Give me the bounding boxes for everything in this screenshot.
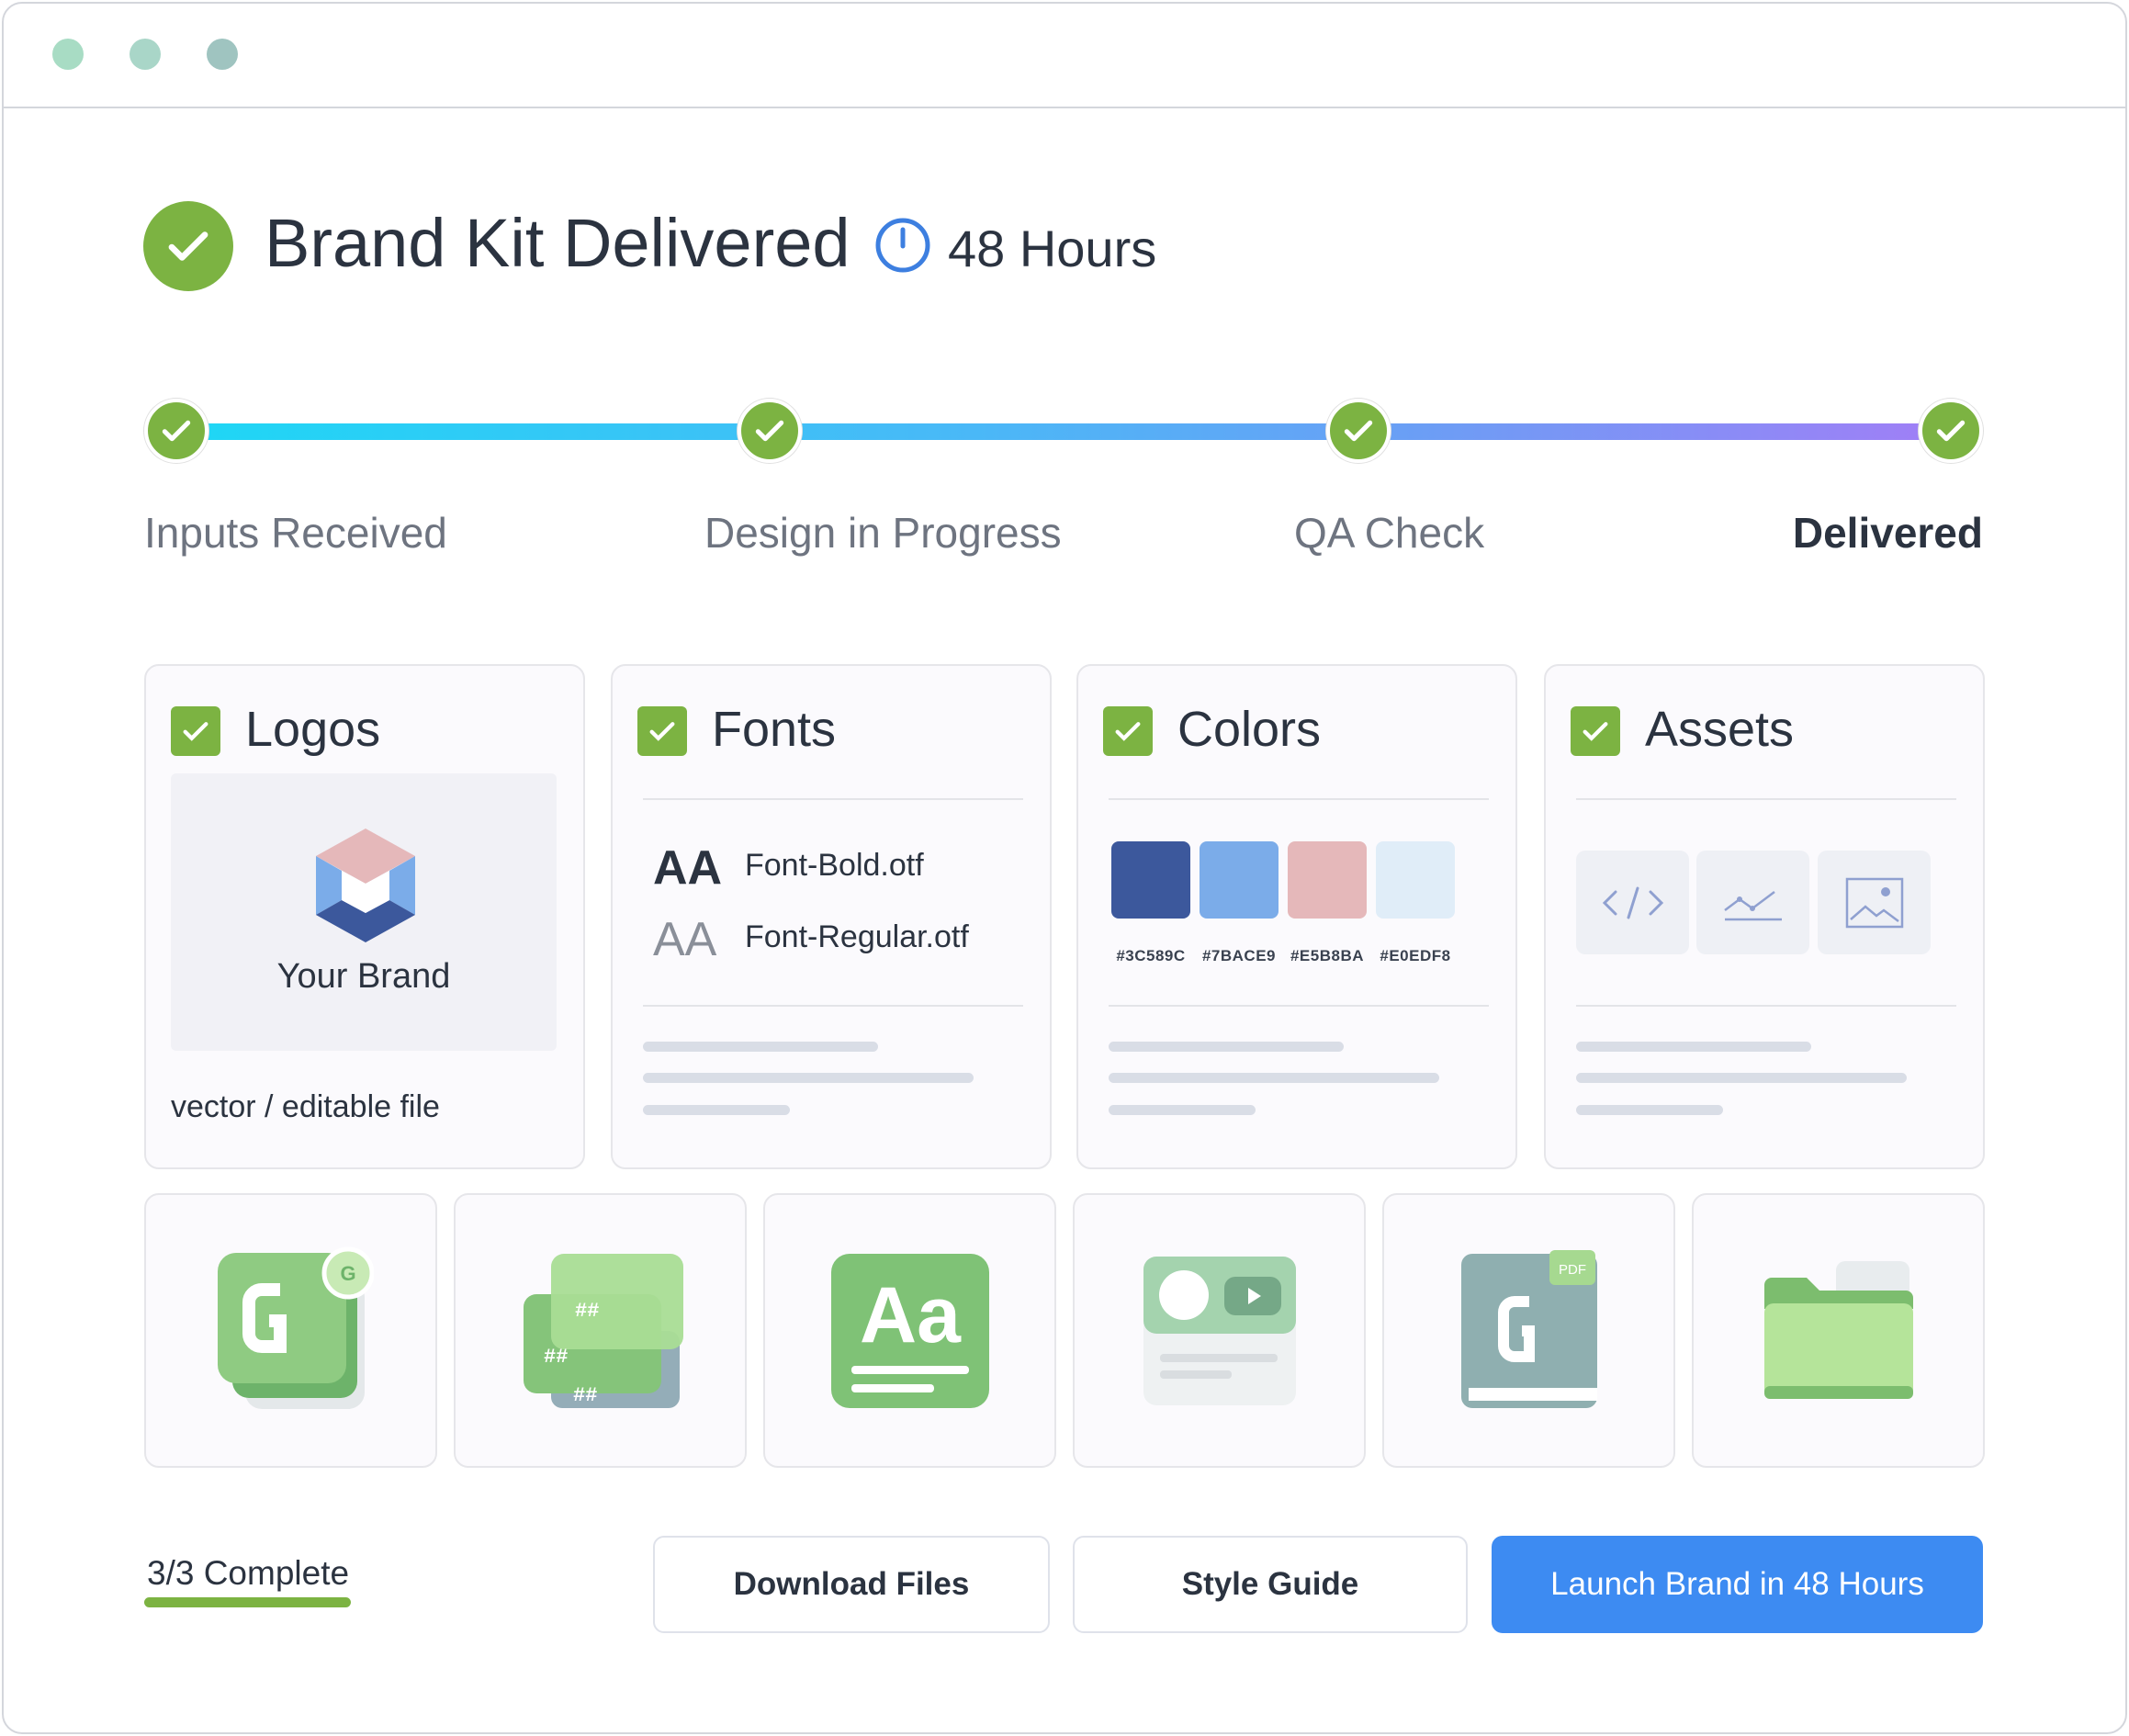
image-icon[interactable] xyxy=(1818,851,1931,954)
color-hex-label: #E0EDF8 xyxy=(1380,947,1451,964)
skeleton-line xyxy=(643,1073,974,1083)
skeleton-line xyxy=(1109,1073,1439,1083)
color-swatch[interactable] xyxy=(1200,841,1279,919)
code-icon[interactable] xyxy=(1576,851,1689,954)
font-file-regular[interactable]: Font-Regular.otf xyxy=(745,919,969,954)
download-files-button[interactable]: Download Files xyxy=(653,1536,1050,1633)
divider xyxy=(1109,798,1489,800)
skeleton-line xyxy=(643,1042,878,1052)
launch-brand-button[interactable]: Launch Brand in 48 Hours xyxy=(1492,1536,1983,1633)
step-label-inputs: Inputs Received xyxy=(144,509,447,557)
color-hex-label: #E5B8BA xyxy=(1290,947,1365,964)
color-hex-label: #3C589C xyxy=(1116,947,1186,964)
color-codes-icon: ###### xyxy=(523,1253,683,1408)
logo-files-icon: G xyxy=(217,1246,374,1409)
divider xyxy=(643,1005,1023,1007)
progress-track xyxy=(176,423,1951,440)
folder-icon xyxy=(1763,1260,1913,1399)
svg-text:G: G xyxy=(340,1262,355,1285)
card-title: Logos xyxy=(245,702,381,757)
logos-card: Logos Your Brand vector / editable file xyxy=(144,664,585,1169)
color-swatch[interactable] xyxy=(1288,841,1367,919)
pdf-guide-tile[interactable]: PDF xyxy=(1382,1193,1675,1468)
window-dot-minimize[interactable] xyxy=(130,39,161,70)
window-dot-close[interactable] xyxy=(52,39,84,70)
color-swatch[interactable] xyxy=(1376,841,1455,919)
svg-text:PDF: PDF xyxy=(1559,1262,1586,1278)
card-title: Assets xyxy=(1645,702,1795,757)
media-kit-tile[interactable] xyxy=(1073,1193,1366,1468)
svg-text:##: ## xyxy=(573,1384,597,1407)
typography-tile[interactable]: Aa xyxy=(763,1193,1056,1468)
step-check-icon-1 xyxy=(144,399,208,463)
colors-card: Colors #3C589C #7BACE9 #E5B8BA #E0EDF8 xyxy=(1076,664,1517,1169)
font-sample-bold: AA xyxy=(653,841,723,895)
pdf-guide-icon: PDF xyxy=(1460,1249,1597,1408)
check-circle-icon xyxy=(143,201,233,291)
divider xyxy=(643,798,1023,800)
chart-icon[interactable] xyxy=(1696,851,1809,954)
completion-status: 3/3 Complete xyxy=(147,1554,350,1592)
step-label-qa: QA Check xyxy=(1294,509,1485,557)
assets-card: Assets xyxy=(1544,664,1985,1169)
card-title: Fonts xyxy=(712,702,837,757)
font-file-bold[interactable]: Font-Bold.otf xyxy=(745,848,924,883)
checkbox-checked-icon xyxy=(637,706,687,756)
svg-text:##: ## xyxy=(575,1300,599,1323)
divider xyxy=(1576,1005,1956,1007)
media-kit-icon xyxy=(1143,1256,1296,1405)
color-swatch[interactable] xyxy=(1111,841,1190,919)
checkbox-checked-icon xyxy=(171,706,220,756)
svg-text:##: ## xyxy=(544,1346,568,1369)
checkbox-checked-icon xyxy=(1571,706,1620,756)
window-titlebar xyxy=(2,2,2127,108)
color-codes-tile[interactable]: ## ## ## xyxy=(454,1193,747,1468)
logo-caption: vector / editable file xyxy=(171,1089,440,1124)
step-check-icon-4 xyxy=(1919,399,1983,463)
page-title: Brand Kit Delivered xyxy=(265,205,850,281)
skeleton-line xyxy=(1576,1105,1723,1115)
completion-progress-bar xyxy=(144,1597,351,1607)
style-guide-button[interactable]: Style Guide xyxy=(1073,1536,1468,1633)
divider xyxy=(1576,798,1956,800)
skeleton-line xyxy=(1576,1073,1907,1083)
font-sample-regular: AA xyxy=(653,913,717,966)
step-label-design: Design in Progress xyxy=(704,509,1062,557)
color-hex-label: #7BACE9 xyxy=(1201,947,1277,964)
brand-name: Your Brand xyxy=(276,957,451,996)
step-label-delivered: Delivered xyxy=(1792,509,1983,557)
divider xyxy=(1109,1005,1489,1007)
skeleton-line xyxy=(643,1105,790,1115)
clock-icon xyxy=(874,217,931,274)
typography-icon: Aa xyxy=(830,1253,989,1408)
window-dot-maximize[interactable] xyxy=(207,39,238,70)
skeleton-line xyxy=(1109,1105,1256,1115)
logo-files-tile[interactable]: G xyxy=(144,1193,437,1468)
svg-text:Aa: Aa xyxy=(860,1271,962,1359)
skeleton-line xyxy=(1109,1042,1344,1052)
checkbox-checked-icon xyxy=(1103,706,1153,756)
skeleton-line xyxy=(1576,1042,1811,1052)
delivery-duration: 48 Hours xyxy=(948,220,1157,277)
card-title: Colors xyxy=(1177,702,1322,757)
brand-logo-icon xyxy=(310,825,421,947)
step-check-icon-3 xyxy=(1326,399,1391,463)
fonts-card: Fonts AA Font-Bold.otf AA Font-Regular.o… xyxy=(611,664,1052,1169)
step-check-icon-2 xyxy=(738,399,802,463)
logo-preview: Your Brand xyxy=(171,773,557,1051)
folder-tile[interactable] xyxy=(1692,1193,1985,1468)
